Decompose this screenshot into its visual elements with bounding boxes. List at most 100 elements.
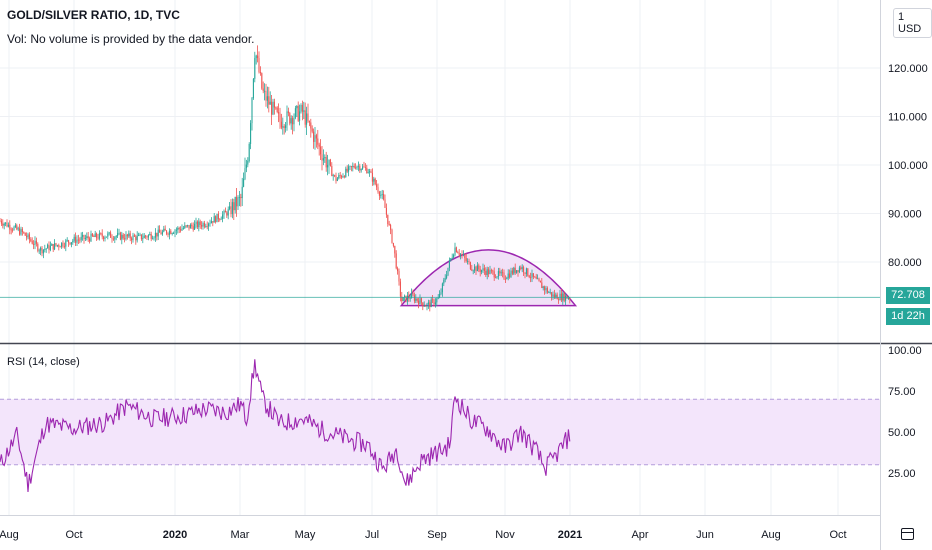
candle-body — [443, 279, 445, 284]
candle-body — [105, 236, 107, 238]
candle-body — [231, 202, 233, 215]
time-tick-label: 2021 — [558, 529, 582, 541]
candle-body — [219, 219, 221, 220]
candle-body — [107, 233, 109, 237]
candle-body — [121, 234, 123, 240]
candle-body — [426, 304, 428, 307]
candle-body — [143, 235, 145, 239]
candle-body — [87, 236, 89, 239]
candle-body — [399, 281, 401, 297]
candle-body — [465, 257, 467, 262]
candle-body — [34, 240, 36, 245]
candle-body — [369, 171, 371, 173]
candle-body — [283, 126, 285, 128]
candle-body — [497, 271, 499, 277]
candle-body — [142, 238, 144, 240]
candle-body — [530, 277, 532, 279]
candle-body — [194, 224, 196, 230]
candle-body — [420, 298, 422, 303]
candle-body — [488, 269, 490, 275]
time-tick-label: May — [295, 529, 316, 541]
candle-body — [388, 223, 390, 225]
candle-body — [52, 244, 54, 250]
candle-body — [524, 272, 526, 274]
currency-unit-label[interactable]: 1 USD — [893, 8, 932, 38]
candle-body — [341, 175, 343, 178]
candle-body — [553, 294, 555, 298]
candle-body — [338, 175, 340, 179]
volume-legend: Vol: No volume is provided by the data v… — [7, 32, 255, 46]
candle-body — [450, 258, 452, 261]
candle-body — [238, 196, 240, 198]
symbol-legend[interactable]: GOLD/SILVER RATIO, 1D, TVC — [7, 8, 180, 22]
candle-body — [481, 270, 483, 272]
rounding-arc-drawing[interactable] — [399, 249, 578, 307]
candle-body — [199, 221, 201, 226]
candle-body — [26, 235, 28, 238]
candle-body — [423, 305, 425, 307]
candle-body — [10, 229, 12, 231]
candle-body — [538, 278, 540, 281]
candle-body — [170, 230, 172, 234]
candle-body — [180, 229, 182, 231]
candle-body — [303, 110, 305, 112]
candle-body — [110, 232, 112, 238]
rsi-axis[interactable]: 100.00 75.00 50.00 25.00 — [888, 345, 922, 480]
candle-body — [174, 230, 176, 234]
time-tick-label: Nov — [495, 529, 515, 541]
candle-body — [551, 292, 553, 297]
candle-body — [208, 223, 210, 227]
candle-body — [119, 232, 121, 240]
candle-body — [565, 295, 567, 301]
candle-body — [147, 235, 149, 238]
candle-body — [292, 118, 294, 125]
candle-body — [374, 178, 376, 185]
time-tick-label: Sep — [427, 529, 447, 541]
candle-body — [510, 270, 512, 278]
candle-body — [385, 207, 387, 215]
candle-body — [371, 172, 373, 182]
candle-body — [66, 240, 68, 242]
candle-body — [248, 143, 250, 162]
candle-body — [276, 107, 278, 112]
candle-body — [222, 214, 224, 219]
candle-body — [82, 234, 84, 237]
candle-body — [516, 270, 518, 273]
candle-body — [216, 213, 218, 223]
candle-body — [511, 270, 513, 274]
candle-body — [513, 267, 515, 274]
candle-body — [279, 113, 281, 122]
candle-body — [532, 273, 534, 277]
candle-body — [251, 98, 253, 124]
candle-body — [544, 286, 546, 291]
candle-body — [252, 78, 254, 99]
calendar-icon[interactable] — [901, 528, 914, 540]
candle-body — [500, 272, 502, 274]
candle-body — [136, 235, 138, 241]
candle-body — [41, 247, 43, 254]
candle-body — [289, 113, 291, 124]
candle-body — [259, 71, 261, 74]
candle-body — [68, 240, 70, 243]
candle-body — [217, 213, 219, 220]
price-axis[interactable]: 120.000 110.000 100.000 90.000 80.000 — [888, 63, 928, 269]
candle-body — [244, 168, 246, 179]
rsi-legend[interactable]: RSI (14, close) — [7, 356, 80, 368]
candle-body — [59, 246, 61, 248]
candle-body — [493, 271, 495, 278]
candle-body — [153, 237, 155, 239]
time-tick-label: Aug — [0, 529, 19, 541]
candle-body — [509, 273, 511, 278]
candle-body — [115, 236, 117, 238]
candle-body — [432, 299, 434, 301]
candle-body — [182, 228, 184, 229]
candle-body — [495, 277, 497, 279]
time-axis[interactable]: Aug Oct 2020 Mar May Jul Sep Nov 2021 Apr Jun Aug Oc… — [0, 529, 847, 541]
candle-body — [446, 275, 448, 279]
candle-body — [429, 302, 431, 308]
candle-body — [3, 223, 5, 226]
candle-body — [278, 111, 280, 114]
candle-body — [496, 276, 498, 278]
candle-body — [311, 128, 313, 132]
candle-body — [318, 144, 320, 147]
